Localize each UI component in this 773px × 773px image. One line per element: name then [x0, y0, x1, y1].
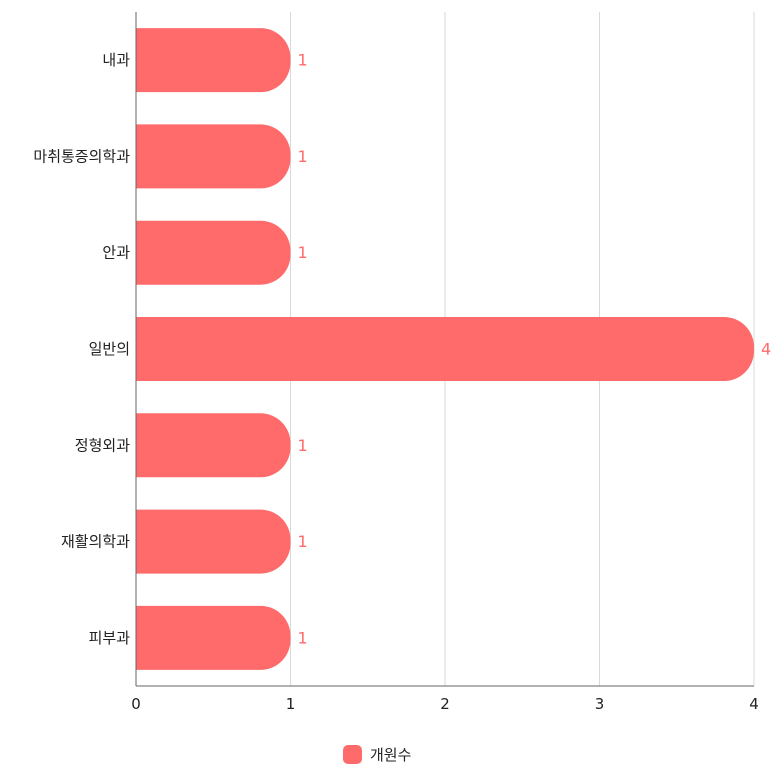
bars: [136, 28, 754, 670]
category-label: 내과: [102, 51, 130, 69]
x-tick-label: 1: [286, 695, 296, 713]
category-label: 재활의학과: [61, 533, 130, 551]
x-tick-label: 3: [595, 695, 605, 713]
bar[interactable]: [136, 413, 291, 478]
category-label: 안과: [102, 244, 130, 262]
axes: [135, 12, 754, 687]
bar[interactable]: [136, 605, 291, 670]
bar[interactable]: [136, 220, 291, 285]
category-label: 정형외과: [75, 436, 130, 454]
x-tick-labels: 0 1 2 3 4: [131, 695, 759, 713]
x-tick-label: 4: [749, 695, 759, 713]
data-label: 1: [298, 436, 308, 455]
data-label: 1: [298, 628, 308, 647]
data-label: 1: [298, 147, 308, 166]
legend[interactable]: 개원수: [343, 744, 411, 765]
legend-swatch: [343, 745, 362, 764]
x-tick-label: 0: [131, 695, 141, 713]
data-labels: 1 1 1 4 1 1 1: [298, 51, 772, 648]
x-tick-label: 2: [440, 695, 450, 713]
bar[interactable]: [136, 317, 754, 381]
bar[interactable]: [136, 124, 291, 189]
data-label: 1: [298, 51, 308, 70]
legend-label: 개원수: [370, 746, 412, 764]
data-label: 1: [298, 532, 308, 551]
bar[interactable]: [136, 509, 291, 574]
bar[interactable]: [136, 28, 291, 93]
category-label: 피부과: [89, 629, 131, 647]
category-label: 마취통증의학과: [33, 147, 130, 165]
category-label: 일반의: [89, 340, 130, 358]
data-label: 1: [298, 243, 308, 262]
data-label: 4: [761, 340, 771, 359]
